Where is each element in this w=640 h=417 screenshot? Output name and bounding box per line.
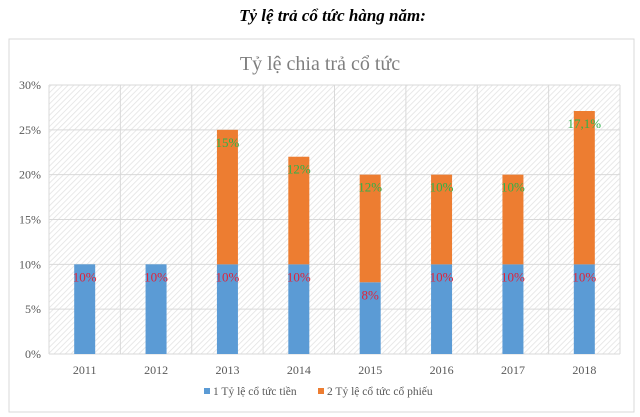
data-label: 10% — [216, 269, 240, 284]
x-tick-label: 2013 — [215, 363, 239, 377]
y-tick-label: 10% — [19, 257, 41, 271]
bar-segment-stock — [502, 174, 524, 265]
bar-segment-cash — [431, 264, 453, 354]
data-label: 10% — [501, 180, 525, 195]
chart-title: Tỷ lệ chia trả cổ tức — [240, 53, 400, 75]
bar-segment-stock — [573, 111, 595, 265]
bar-segment-cash — [359, 282, 381, 354]
y-tick-label: 30% — [19, 78, 41, 92]
section-heading: Tỷ lệ trả cổ tức hàng năm: — [239, 6, 426, 25]
data-label: 15% — [216, 135, 240, 150]
x-tick-label: 2016 — [430, 363, 454, 377]
data-label: 10% — [501, 269, 525, 284]
data-label: 10% — [73, 269, 97, 284]
x-tick-label: 2018 — [572, 363, 596, 377]
bar-segment-cash — [502, 264, 524, 354]
data-label: 8% — [362, 287, 380, 302]
bar-segment-stock — [359, 174, 381, 283]
y-tick-label: 15% — [19, 213, 41, 227]
bar-segment-stock — [216, 129, 238, 265]
x-tick-label: 2014 — [287, 363, 311, 377]
data-label: 10% — [287, 269, 311, 284]
bar-segment-stock — [288, 156, 310, 265]
data-label: 10% — [144, 269, 168, 284]
data-label: 10% — [572, 269, 596, 284]
bar-segment-cash — [573, 264, 595, 354]
y-tick-label: 0% — [25, 347, 41, 361]
data-label: 17,1% — [568, 116, 602, 131]
y-tick-label: 25% — [19, 123, 41, 137]
data-label: 12% — [287, 162, 311, 177]
legend-label: 2 Tỷ lệ cổ tức cổ phiếu — [327, 385, 433, 398]
bar-segment-cash — [216, 264, 238, 354]
bar-segment-cash — [74, 264, 96, 354]
legend-label: 1 Tỷ lệ cổ tức tiền — [213, 385, 297, 398]
x-tick-label: 2017 — [501, 363, 525, 377]
data-label: 10% — [430, 269, 454, 284]
legend-swatch — [204, 388, 210, 394]
x-tick-label: 2011 — [73, 363, 97, 377]
bar-segment-cash — [288, 264, 310, 354]
bar-segment-stock — [431, 174, 453, 265]
data-label: 12% — [358, 180, 382, 195]
data-label: 10% — [430, 180, 454, 195]
y-tick-label: 5% — [25, 302, 41, 316]
legend-swatch — [318, 388, 324, 394]
y-tick-label: 20% — [19, 168, 41, 182]
x-tick-label: 2015 — [358, 363, 382, 377]
bar-segment-cash — [145, 264, 167, 354]
x-tick-label: 2012 — [144, 363, 168, 377]
